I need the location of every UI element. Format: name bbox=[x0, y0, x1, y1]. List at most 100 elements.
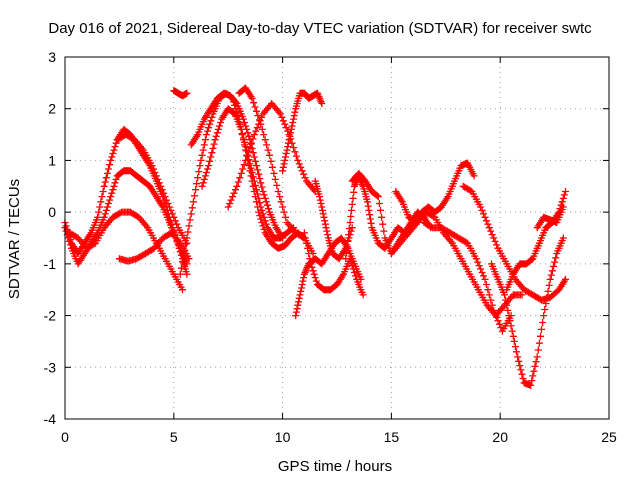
data-point bbox=[185, 255, 193, 263]
data-point bbox=[179, 258, 186, 266]
data-point bbox=[205, 162, 213, 170]
data-point bbox=[240, 161, 248, 169]
data-point bbox=[348, 200, 356, 208]
data-point bbox=[183, 270, 191, 278]
data-point bbox=[306, 255, 314, 263]
data-point bbox=[548, 267, 556, 275]
data-point bbox=[490, 306, 498, 314]
data-point bbox=[109, 150, 117, 157]
data-point bbox=[319, 206, 326, 214]
data-point bbox=[112, 139, 120, 147]
data-point bbox=[505, 312, 513, 320]
data-point bbox=[186, 216, 194, 224]
data-point bbox=[267, 157, 275, 165]
data-point bbox=[559, 194, 567, 202]
data-point bbox=[321, 220, 329, 228]
data-point bbox=[262, 198, 270, 206]
data-point bbox=[97, 198, 105, 206]
data-point bbox=[277, 198, 285, 206]
data-point bbox=[260, 191, 268, 199]
data-point bbox=[193, 180, 201, 188]
data-point bbox=[279, 163, 287, 171]
x-tick-label: 10 bbox=[275, 429, 291, 445]
data-point bbox=[294, 301, 302, 309]
data-point bbox=[290, 115, 297, 123]
data-point bbox=[259, 188, 267, 195]
data-point bbox=[251, 103, 259, 111]
data-point bbox=[263, 141, 271, 149]
data-point bbox=[242, 122, 250, 130]
data-point bbox=[504, 306, 512, 314]
data-point bbox=[274, 188, 282, 195]
data-point bbox=[304, 244, 312, 252]
series-track-s bbox=[387, 208, 526, 320]
data-point bbox=[348, 206, 355, 214]
data-point bbox=[107, 193, 115, 201]
data-point bbox=[250, 99, 258, 107]
data-point bbox=[189, 198, 197, 206]
data-point bbox=[280, 208, 288, 216]
data-point bbox=[258, 125, 266, 133]
data-point bbox=[515, 357, 523, 365]
data-point bbox=[188, 204, 196, 212]
data-point bbox=[245, 132, 253, 140]
data-point bbox=[160, 189, 168, 197]
data-point bbox=[485, 224, 493, 232]
data-point bbox=[276, 193, 284, 201]
data-point bbox=[183, 89, 191, 97]
data-point bbox=[343, 243, 351, 251]
data-point bbox=[261, 217, 269, 225]
data-point bbox=[248, 169, 256, 176]
data-point bbox=[375, 200, 383, 207]
data-point bbox=[202, 169, 210, 176]
series-track-l bbox=[279, 89, 326, 175]
data-point bbox=[289, 119, 297, 126]
data-point bbox=[293, 305, 301, 313]
data-point bbox=[180, 252, 188, 260]
data-point bbox=[310, 270, 318, 278]
data-point bbox=[148, 162, 156, 170]
data-point bbox=[491, 310, 499, 318]
data-point bbox=[111, 179, 119, 187]
data-point bbox=[366, 211, 374, 219]
data-point bbox=[364, 202, 372, 210]
marks-layer bbox=[61, 84, 569, 389]
data-point bbox=[226, 200, 234, 207]
data-point bbox=[282, 124, 290, 132]
data-point bbox=[254, 166, 262, 174]
data-point bbox=[516, 362, 524, 370]
data-point bbox=[237, 169, 245, 177]
x-tick-label: 5 bbox=[170, 429, 178, 445]
data-point bbox=[278, 113, 286, 121]
data-point bbox=[367, 219, 375, 227]
data-point bbox=[199, 179, 207, 187]
data-point bbox=[173, 220, 181, 228]
series-track-v bbox=[488, 234, 567, 389]
data-point bbox=[200, 175, 208, 183]
data-point bbox=[290, 112, 298, 120]
data-point bbox=[257, 203, 265, 211]
data-point bbox=[509, 332, 517, 340]
data-point bbox=[482, 217, 490, 225]
data-point bbox=[265, 205, 272, 213]
data-point bbox=[150, 165, 157, 173]
data-point bbox=[291, 108, 299, 116]
data-point bbox=[254, 190, 262, 198]
data-point bbox=[271, 175, 279, 183]
data-point bbox=[281, 156, 289, 164]
data-point bbox=[184, 228, 192, 236]
data-point bbox=[198, 151, 206, 159]
data-point bbox=[501, 291, 509, 299]
data-point bbox=[103, 169, 111, 177]
data-point bbox=[276, 110, 284, 118]
series-track-f bbox=[170, 87, 191, 100]
data-point bbox=[197, 156, 205, 164]
data-point bbox=[301, 234, 309, 242]
data-point bbox=[484, 220, 492, 228]
data-point bbox=[250, 177, 258, 185]
data-point bbox=[157, 182, 165, 190]
data-point bbox=[171, 217, 179, 225]
data-point bbox=[187, 210, 195, 218]
data-point bbox=[161, 193, 169, 201]
series-track-h bbox=[187, 89, 287, 242]
